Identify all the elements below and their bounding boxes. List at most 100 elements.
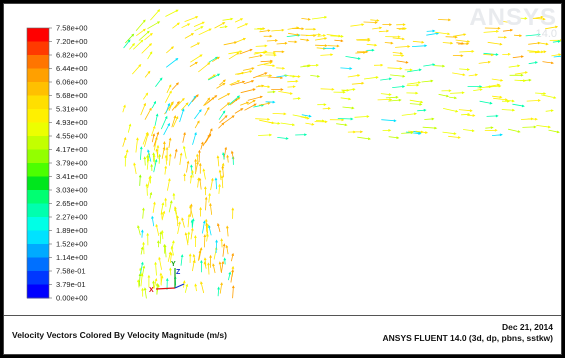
velocity-arrow [223, 41, 238, 46]
velocity-arrow [153, 131, 160, 147]
velocity-arrow [537, 42, 549, 46]
velocity-arrow [153, 158, 158, 173]
velocity-arrow [217, 222, 221, 233]
velocity-arrow [189, 61, 198, 67]
velocity-arrow [133, 162, 137, 175]
velocity-arrow [180, 254, 184, 266]
velocity-arrow [135, 137, 139, 153]
velocity-arrow [174, 206, 178, 215]
velocity-arrow [320, 53, 334, 57]
velocity-arrow [257, 61, 273, 66]
velocity-arrow [458, 109, 473, 112]
velocity-arrow [273, 50, 285, 54]
velocity-arrow [198, 162, 202, 174]
velocity-arrow [127, 123, 132, 133]
velocity-arrow [508, 64, 521, 68]
velocity-arrow [242, 67, 255, 71]
graphics-window[interactable]: 7.58e+00 7.20e+00 6.82e+00 6.44e+00 6.06e+00… [3, 3, 562, 355]
velocity-arrow [142, 265, 146, 276]
velocity-arrow [164, 90, 172, 103]
velocity-arrow [373, 63, 384, 67]
velocity-arrow [449, 96, 458, 100]
velocity-arrow [142, 207, 145, 219]
velocity-arrow [228, 271, 232, 281]
velocity-arrow [213, 246, 218, 260]
velocity-arrow [206, 128, 213, 142]
velocity-arrow [536, 125, 551, 129]
velocity-arrow [345, 56, 361, 60]
velocity-arrow [317, 103, 327, 106]
velocity-arrow [501, 108, 516, 112]
velocity-arrow [160, 211, 164, 219]
velocity-arrow [200, 259, 203, 273]
velocity-arrow [354, 115, 370, 118]
velocity-arrow [455, 39, 471, 43]
color-band [27, 230, 49, 245]
velocity-arrow [138, 273, 142, 287]
velocity-arrow [163, 244, 167, 258]
velocity-arrow [409, 99, 424, 104]
velocity-arrow [147, 21, 161, 30]
legend-label: 3.03e+00 [56, 186, 88, 195]
velocity-arrow [223, 257, 227, 265]
legend-label: 1.89e+00 [56, 226, 88, 235]
velocity-arrow [322, 107, 331, 110]
color-band [27, 257, 49, 272]
velocity-arrow [467, 114, 476, 117]
velocity-arrow [522, 125, 537, 129]
velocity-arrow [442, 41, 454, 45]
legend-label: 1.14e+00 [56, 253, 88, 262]
velocity-arrow [136, 28, 146, 37]
velocity-arrow [168, 200, 173, 213]
velocity-arrow [329, 118, 345, 122]
color-band [27, 284, 49, 299]
velocity-arrow [146, 154, 149, 163]
color-band [27, 203, 49, 218]
velocity-arrow [311, 63, 319, 67]
velocity-arrow [255, 44, 268, 48]
velocity-arrow [122, 104, 126, 113]
velocity-arrow [165, 9, 179, 17]
velocity-arrow [259, 119, 275, 125]
vector-plot[interactable]: 7.58e+00 7.20e+00 6.82e+00 6.44e+00 6.06e+00… [4, 4, 561, 316]
velocity-arrow [142, 241, 145, 255]
velocity-arrow [184, 283, 189, 293]
velocity-arrow [424, 117, 435, 121]
velocity-arrow [202, 220, 206, 234]
velocity-arrow [483, 53, 495, 57]
velocity-arrow [388, 98, 402, 102]
velocity-arrow [380, 93, 392, 96]
velocity-arrow [320, 87, 335, 91]
color-band [27, 149, 49, 164]
velocity-arrow [141, 43, 153, 54]
velocity-arrow [187, 231, 191, 244]
velocity-arrow [459, 68, 470, 71]
velocity-arrow [149, 175, 152, 184]
velocity-arrow [395, 45, 411, 48]
velocity-arrow [278, 91, 293, 95]
velocity-arrow [438, 18, 452, 22]
velocity-arrow [147, 51, 153, 60]
velocity-arrow [505, 99, 515, 103]
velocity-arrow [411, 44, 428, 48]
velocity-arrow [144, 107, 152, 120]
velocity-arrow [239, 48, 253, 55]
velocity-arrow [215, 239, 218, 254]
velocity-arrow [407, 81, 422, 85]
legend-label: 7.58e+00 [56, 24, 88, 33]
legend-label: 4.93e+00 [56, 118, 88, 127]
color-band [27, 82, 49, 96]
velocity-arrow [230, 269, 234, 283]
velocity-arrow [423, 63, 436, 67]
velocity-arrow [191, 94, 199, 103]
solver-info: ANSYS FLUENT 14.0 (3d, dp, pbns, sstkw) [382, 333, 554, 343]
velocity-arrow [541, 94, 557, 99]
velocity-arrow [218, 169, 222, 181]
velocity-arrow [450, 91, 465, 95]
velocity-arrow [337, 117, 354, 121]
velocity-arrow [230, 150, 234, 160]
plot-date: Dec 21, 2014 [501, 322, 553, 332]
legend-label: 2.65e+00 [56, 199, 88, 208]
velocity-arrow [152, 201, 156, 213]
velocity-arrow [190, 42, 201, 48]
